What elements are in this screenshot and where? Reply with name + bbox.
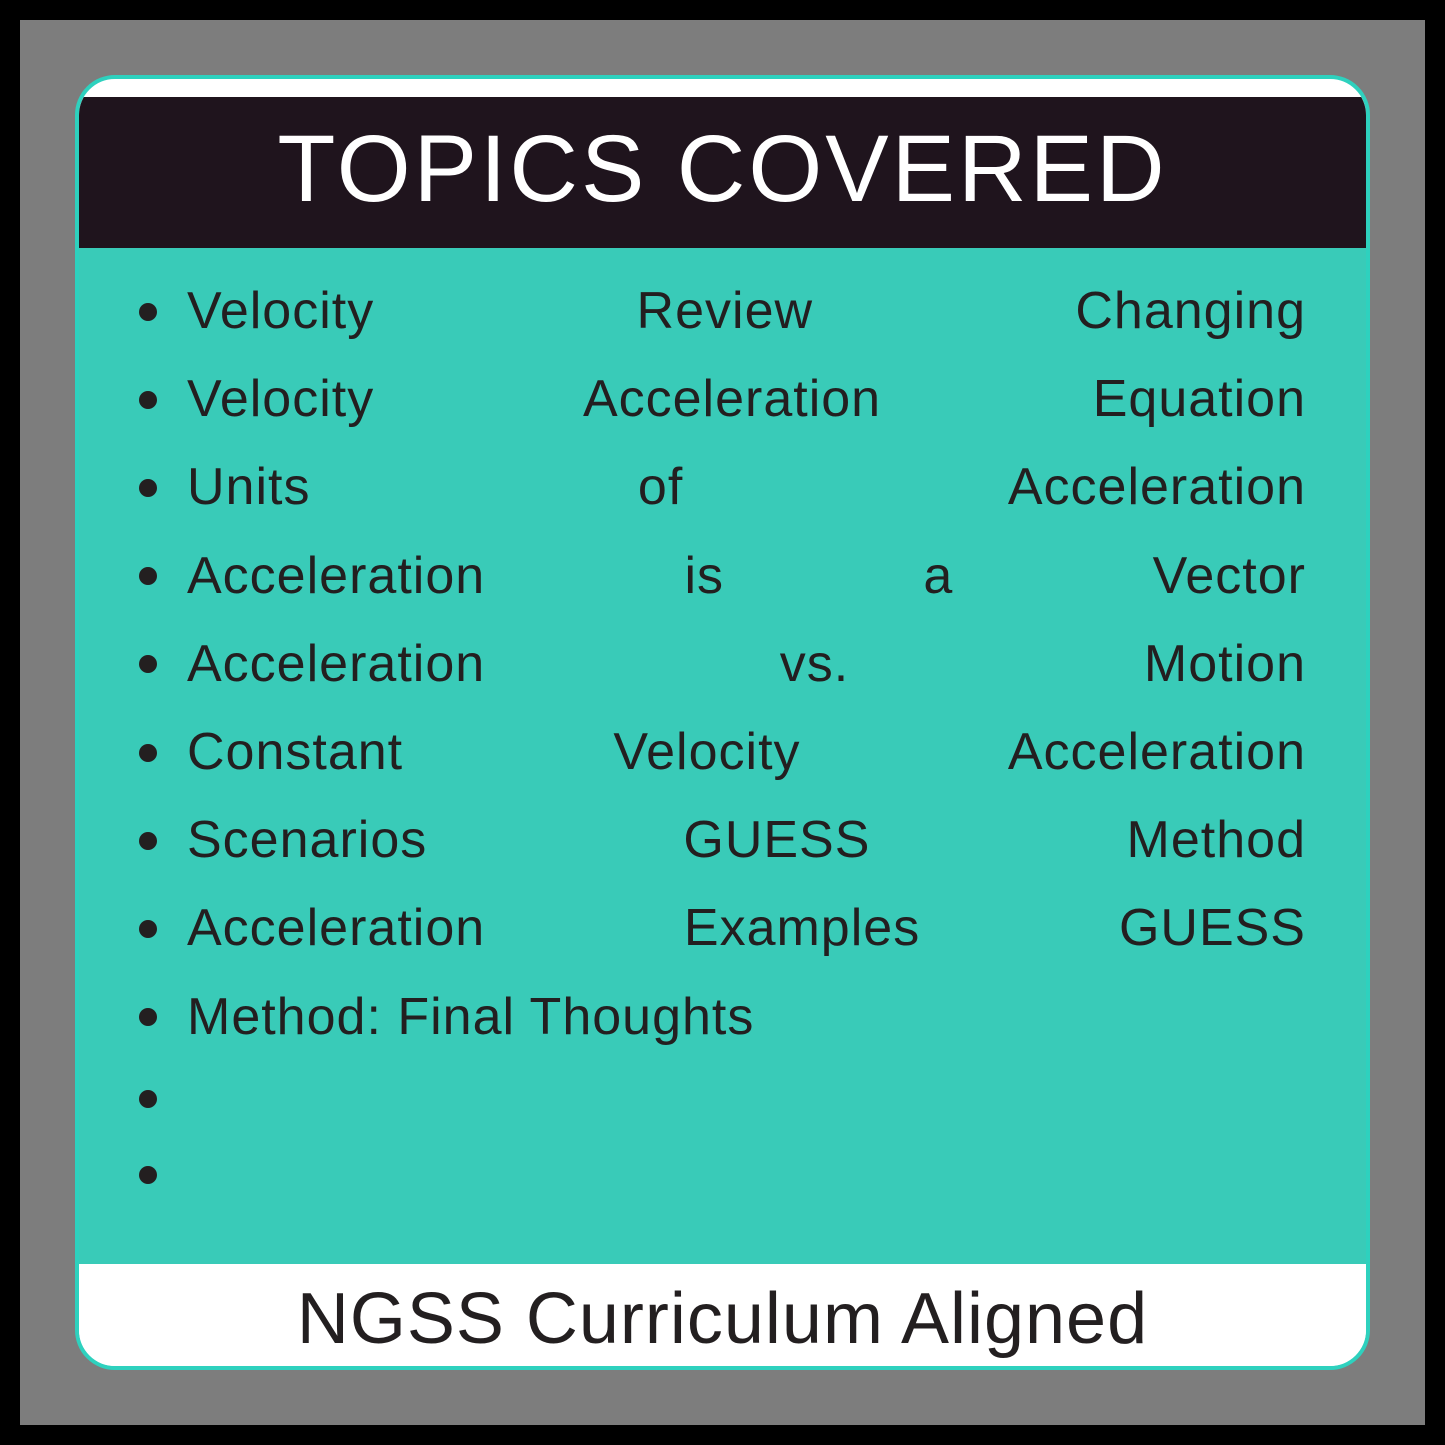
topic-text: Acceleration Examples GUESS bbox=[187, 900, 1306, 957]
footer-band: NGSS Curriculum Aligned bbox=[79, 1264, 1366, 1370]
bullet-icon bbox=[139, 920, 157, 938]
list-item: Units of Acceleration bbox=[139, 459, 1306, 516]
topic-text: Acceleration is a Vector bbox=[187, 548, 1306, 605]
topics-list: Velocity Review Changing Velocity Acceler… bbox=[139, 283, 1306, 1229]
bullet-icon bbox=[139, 655, 157, 673]
list-item: Scenarios GUESS Method bbox=[139, 812, 1306, 869]
footer-text: NGSS Curriculum Aligned bbox=[79, 1278, 1366, 1360]
bullet-icon bbox=[139, 832, 157, 850]
bullet-icon bbox=[139, 1008, 157, 1026]
grey-frame: TOPICS COVERED Velocity Review ChangingV… bbox=[20, 20, 1425, 1425]
header-band: TOPICS COVERED bbox=[79, 97, 1366, 248]
list-item bbox=[139, 1153, 1306, 1198]
topic-text: Velocity Acceleration Equation bbox=[187, 371, 1306, 428]
list-item: Acceleration is a Vector bbox=[139, 548, 1306, 605]
list-item: Method: Final Thoughts bbox=[139, 989, 1306, 1046]
topic-text: Acceleration vs. Motion bbox=[187, 636, 1306, 693]
list-item bbox=[139, 1077, 1306, 1122]
bullet-icon bbox=[139, 391, 157, 409]
topic-text: Scenarios GUESS Method bbox=[187, 812, 1306, 869]
list-item: Acceleration vs. Motion bbox=[139, 636, 1306, 693]
bullet-icon bbox=[139, 744, 157, 762]
list-item: Constant Velocity Acceleration bbox=[139, 724, 1306, 781]
outer-frame: TOPICS COVERED Velocity Review ChangingV… bbox=[0, 0, 1445, 1445]
content-area: Velocity Review Changing Velocity Acceler… bbox=[79, 248, 1366, 1264]
card-container: TOPICS COVERED Velocity Review ChangingV… bbox=[75, 75, 1370, 1370]
list-item: Acceleration Examples GUESS bbox=[139, 900, 1306, 957]
list-item: Velocity Acceleration Equation bbox=[139, 371, 1306, 428]
topic-text: Units of Acceleration bbox=[187, 459, 1306, 516]
topic-text: Method: Final Thoughts bbox=[187, 989, 1306, 1046]
list-item: Velocity Review Changing bbox=[139, 283, 1306, 340]
bullet-icon bbox=[139, 303, 157, 321]
bullet-icon bbox=[139, 1166, 157, 1184]
bullet-icon bbox=[139, 1090, 157, 1108]
bullet-icon bbox=[139, 479, 157, 497]
topic-text: Constant Velocity Acceleration bbox=[187, 724, 1306, 781]
header-title: TOPICS COVERED bbox=[79, 115, 1366, 224]
topic-text: Velocity Review Changing bbox=[187, 283, 1306, 340]
bullet-icon bbox=[139, 567, 157, 585]
